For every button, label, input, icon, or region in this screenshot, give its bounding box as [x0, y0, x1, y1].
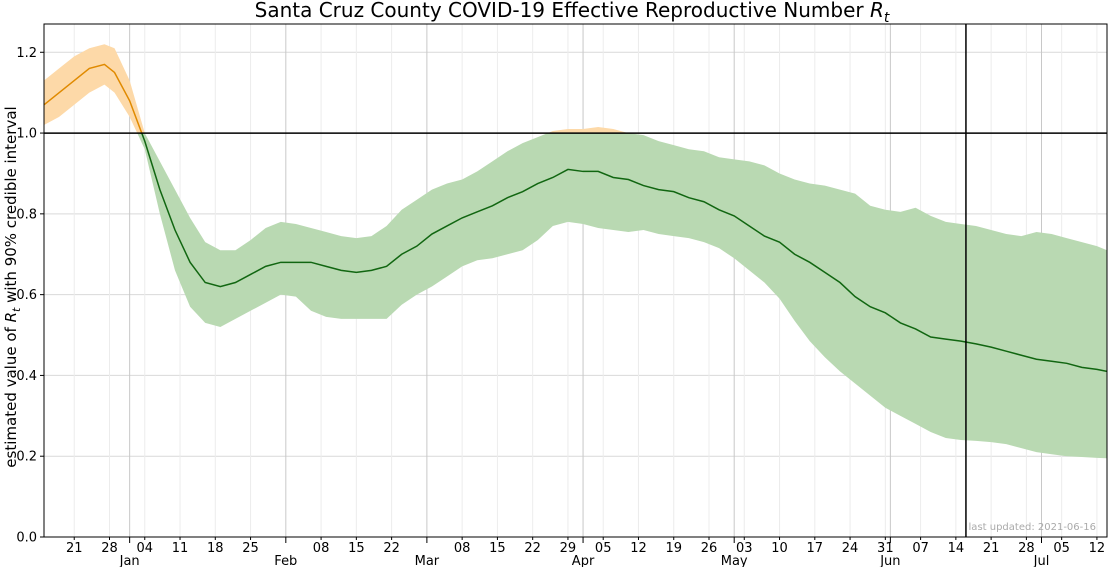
x-minor-tick-label: 07: [912, 541, 929, 556]
y-axis-label: estimated value of Rt with 90% credible …: [2, 106, 23, 467]
x-axis-ticks: 21 28 04 11 18 25 08 15 22 08 15 22 29 05 12 19 26 03 10 17…: [66, 537, 1105, 567]
y-axis-ticks: 0.0 0.2 0.4 0.6 0.8 1.0 1.2: [16, 46, 44, 546]
x-minor-tick-label: 11: [172, 541, 189, 556]
plot-frame: [43, 23, 1108, 538]
x-major-tick-label: Feb: [274, 554, 297, 567]
x-major-tick-label: May: [721, 554, 748, 567]
y-tick-label: 0.2: [16, 450, 37, 465]
x-minor-tick-label: 19: [665, 541, 682, 556]
x-minor-tick-label: 24: [842, 541, 859, 556]
x-minor-tick-label: 17: [807, 541, 824, 556]
x-minor-tick-label: 21: [66, 541, 83, 556]
last-updated-note: last updated: 2021-06-16: [969, 522, 1096, 533]
x-major-tick-label: Jul: [1033, 554, 1050, 567]
x-minor-tick-label: 12: [1089, 541, 1106, 556]
median-line-below-1: [140, 133, 1107, 373]
y-tick-label: 0.4: [16, 369, 37, 384]
y-tick-label: 0.6: [16, 288, 37, 303]
x-major-tick-label: Jun: [879, 554, 900, 567]
y-tick-label: 1.2: [16, 46, 37, 61]
x-minor-tick-label: 31: [877, 541, 894, 556]
reference-lines: [44, 24, 1107, 537]
credible-interval-bands: [44, 44, 1107, 459]
x-minor-tick-label: 15: [348, 541, 365, 556]
x-minor-tick-label: 22: [524, 541, 541, 556]
x-minor-tick-label: 29: [560, 541, 577, 556]
y-tick-label: 0.0: [16, 531, 37, 546]
x-minor-tick-label: 12: [630, 541, 647, 556]
interval-band-above-1: [44, 44, 629, 134]
x-major-tick-label: Jan: [119, 554, 140, 567]
x-minor-tick-label: 26: [701, 541, 718, 556]
x-minor-tick-label: 05: [595, 541, 612, 556]
x-minor-tick-label: 18: [207, 541, 224, 556]
interval-band-below-1: [137, 133, 1107, 459]
x-minor-tick-label: 21: [983, 541, 1000, 556]
x-minor-tick-label: 14: [948, 541, 965, 556]
x-minor-tick-label: 25: [242, 541, 259, 556]
chart-title: Santa Cruz County COVID-19 Effective Rep…: [255, 0, 890, 26]
median-lines: [44, 63, 1107, 373]
y-tick-label: 0.8: [16, 207, 37, 222]
x-minor-tick-label: 28: [101, 541, 118, 556]
x-minor-tick-label: 28: [1018, 541, 1035, 556]
x-minor-tick-label: 10: [771, 541, 788, 556]
x-minor-tick-label: 05: [1053, 541, 1070, 556]
x-minor-tick-label: 08: [313, 541, 330, 556]
y-tick-label: 1.0: [16, 127, 37, 142]
x-minor-tick-label: 03: [736, 541, 753, 556]
x-major-tick-label: Apr: [572, 554, 595, 567]
x-minor-tick-label: 04: [136, 541, 153, 556]
x-minor-tick-label: 08: [454, 541, 471, 556]
x-minor-tick-label: 22: [383, 541, 400, 556]
x-major-tick-label: Mar: [415, 554, 440, 567]
x-minor-tick-label: 15: [489, 541, 506, 556]
